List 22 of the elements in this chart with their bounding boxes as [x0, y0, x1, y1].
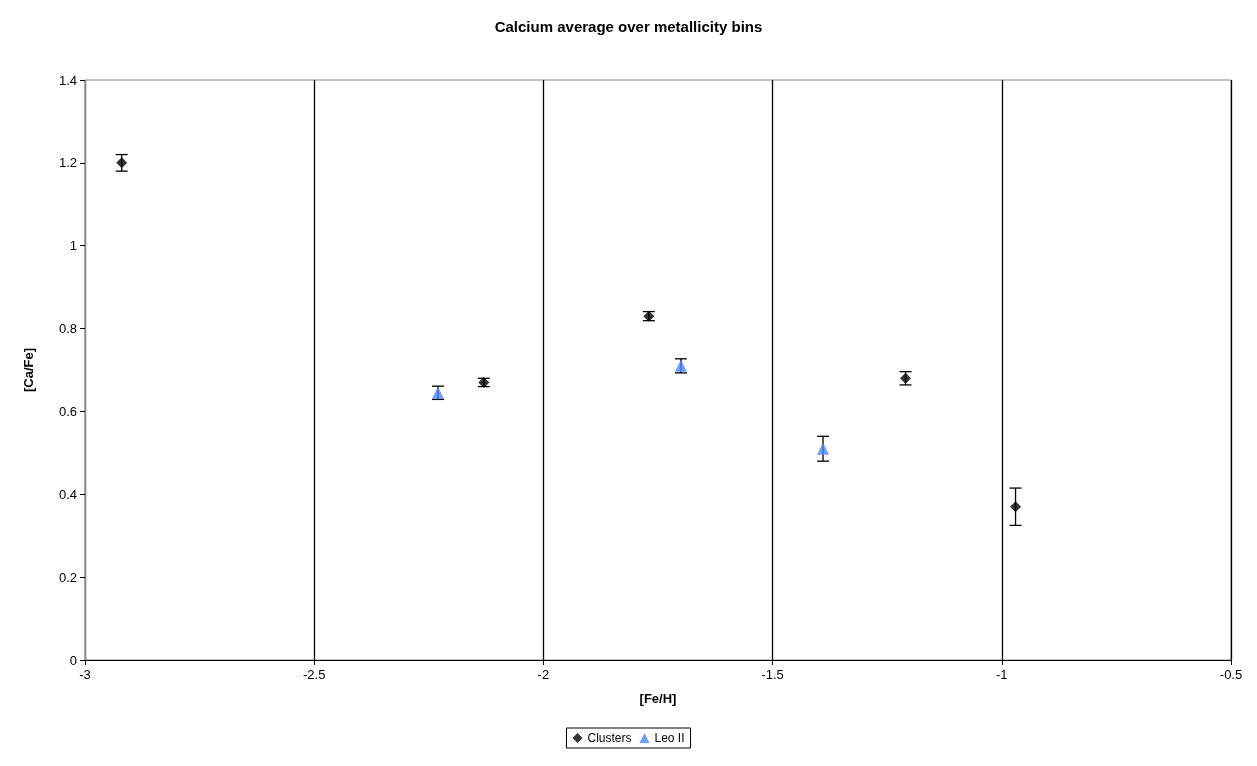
y-tick-label: 0.4 [58, 486, 77, 502]
y-tick-label: 0.2 [58, 569, 77, 585]
point [817, 442, 830, 455]
y-tick-label: 0.6 [58, 403, 77, 419]
point [116, 157, 128, 169]
chart-title: Calcium average over metallicity bins [494, 18, 763, 35]
legend-label: Clusters [587, 731, 632, 745]
y-tick-label: 1.2 [58, 155, 77, 171]
x-tick-label: -1.5 [761, 667, 784, 682]
y-axis-title: [Ca/Fe] [21, 347, 36, 393]
y-tick-label: 0.8 [58, 321, 77, 337]
point [1010, 501, 1022, 513]
y-tick-label: 1.4 [58, 72, 77, 88]
y-tick-label: 0 [69, 652, 77, 668]
y-tick-label: 1 [69, 238, 77, 254]
x-tick-label: -1 [996, 667, 1008, 682]
x-tick-label: -2 [537, 667, 550, 682]
x-tick-label: -3 [79, 667, 91, 682]
x-tick-label: -2.5 [303, 667, 326, 682]
legend-label: Leo II [654, 731, 685, 745]
x-axis-title: [Fe/H] [639, 691, 677, 706]
x-tick-label: -0.5 [1219, 667, 1243, 682]
